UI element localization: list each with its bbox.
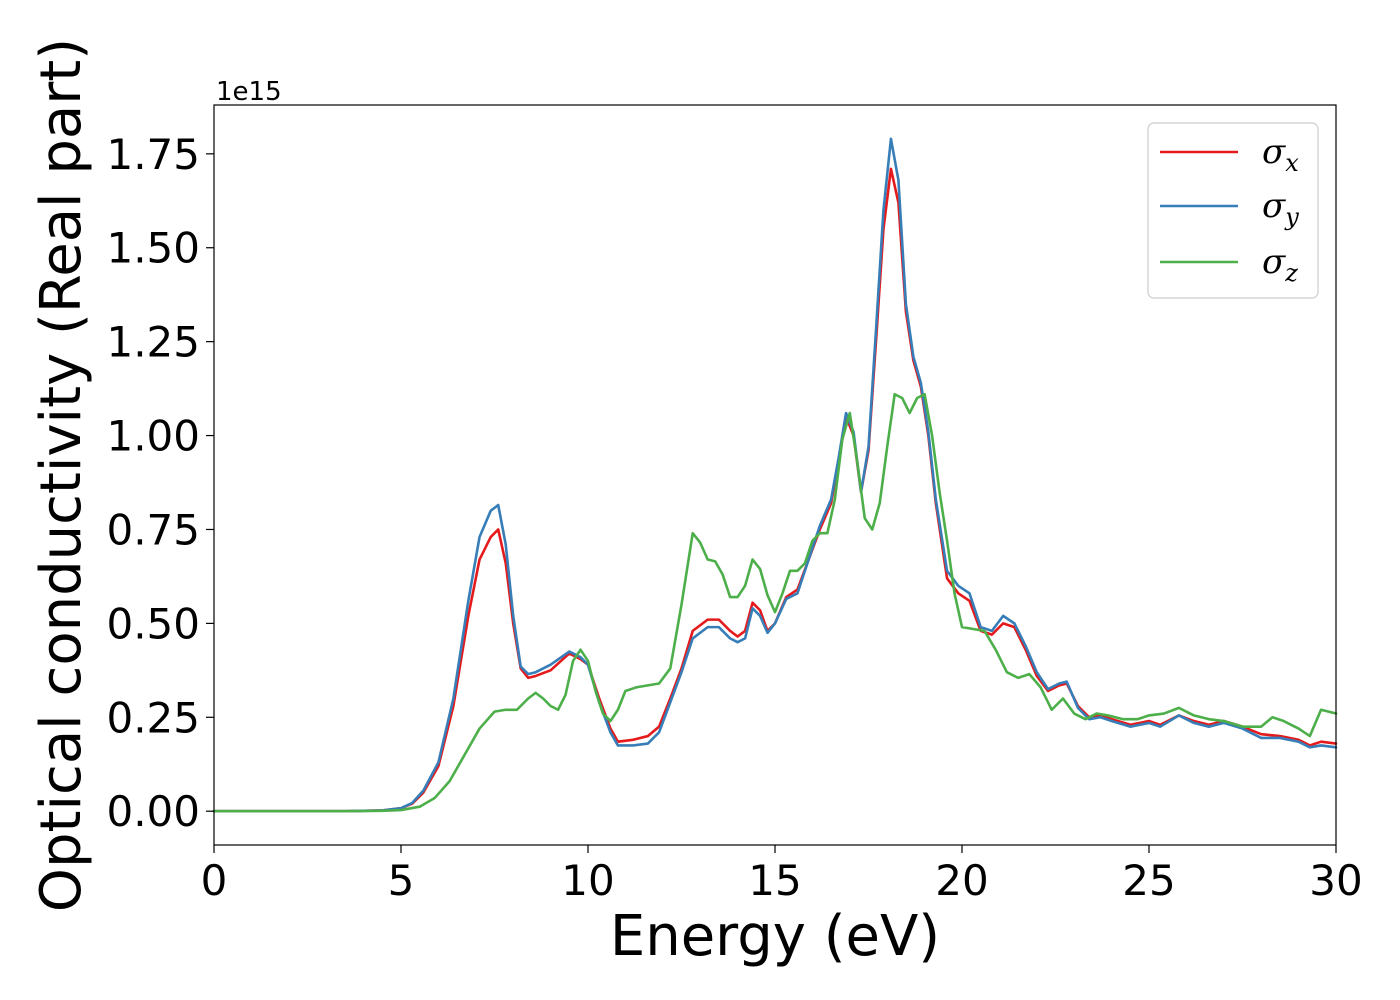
x-tick-label: 10 <box>561 856 614 905</box>
x-tick-label: 30 <box>1309 856 1362 905</box>
x-tick-label: 0 <box>201 856 228 905</box>
legend-label-sigma-z: σz <box>1262 242 1298 287</box>
legend-label-sigma-x: σx <box>1262 132 1299 177</box>
y-tick-label: 1.25 <box>106 318 200 367</box>
x-tick-label: 25 <box>1122 856 1175 905</box>
x-axis: 0 5 10 15 20 25 30 <box>201 845 1363 905</box>
legend-label-sigma-y: σy <box>1262 186 1299 231</box>
series-line-sigma-y <box>212 137 1338 813</box>
y-tick-label: 0.00 <box>106 787 200 836</box>
y-tick-label: 0.75 <box>106 505 200 554</box>
y-offset-label: 1e15 <box>216 77 282 107</box>
x-axis-title: Energy (eV) <box>610 904 940 969</box>
y-tick-label: 1.75 <box>106 130 200 179</box>
y-axis-title: Optical conductivity (Real part) <box>29 38 94 912</box>
y-tick-label: 1.50 <box>106 224 200 273</box>
x-tick-label: 20 <box>935 856 988 905</box>
y-tick-label: 1.00 <box>106 412 200 461</box>
x-tick-label: 5 <box>388 856 415 905</box>
series-layer <box>212 137 1338 813</box>
y-tick-label: 0.25 <box>106 693 200 742</box>
series-line-sigma-z <box>212 392 1338 813</box>
legend: σx σy σz <box>1147 122 1319 299</box>
legend-box <box>1147 122 1319 299</box>
x-tick-label: 15 <box>748 856 801 905</box>
y-axis: 0.00 0.25 0.50 0.75 1.00 1.25 1.50 1.75 <box>106 130 214 836</box>
y-tick-label: 0.50 <box>106 599 200 648</box>
